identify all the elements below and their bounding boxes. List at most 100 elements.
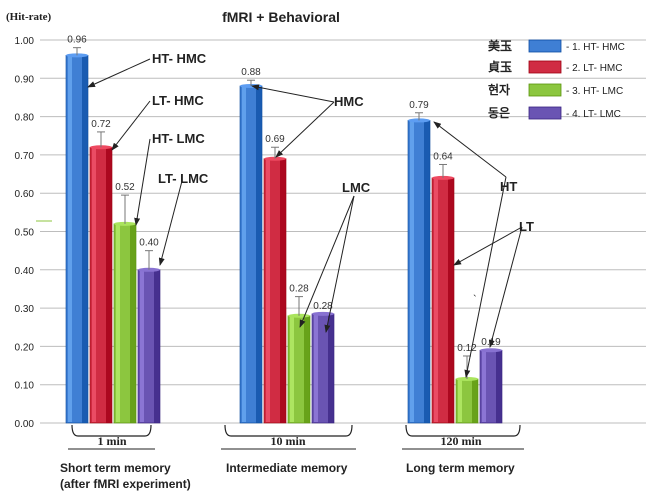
legend-prefix: 현자 xyxy=(488,82,510,97)
y-tick-label: 0.00 xyxy=(15,419,35,430)
annotation-arrow xyxy=(275,101,335,158)
annotation-ht-lmc: HT- LMC xyxy=(152,131,205,146)
annotation-ht: HT xyxy=(500,179,517,194)
data-label: 0.79 xyxy=(409,100,429,111)
y-tick-label: 0.20 xyxy=(15,342,35,353)
legend-prefix: 美玉 xyxy=(488,38,512,53)
bar-highlight xyxy=(92,148,96,423)
legend-swatch xyxy=(528,83,562,97)
bar-highlight xyxy=(410,121,414,423)
annotation-arrow xyxy=(464,176,507,378)
bar-shade xyxy=(280,158,286,424)
data-label: 0.12 xyxy=(457,343,477,354)
bar-highlight xyxy=(458,379,462,422)
bar-shade xyxy=(448,177,454,423)
bar-shade xyxy=(472,378,478,423)
y-tick-label: 0.40 xyxy=(15,266,35,277)
annotation-arrow xyxy=(111,100,151,151)
category-label: 1 min xyxy=(97,434,126,448)
y-tick-label: 0.30 xyxy=(15,304,35,315)
category-bracket xyxy=(405,424,521,437)
bar-highlight xyxy=(434,178,438,422)
bar-highlight xyxy=(116,224,120,422)
legend-label: - 1. HT- HMC xyxy=(566,42,625,53)
chart-title: fMRI + Behavioral xyxy=(222,9,340,25)
y-tick-label: 0.50 xyxy=(15,228,35,239)
bar-shade xyxy=(82,55,88,423)
data-label: 0.28 xyxy=(289,284,309,295)
category-label: 120 min xyxy=(440,434,481,448)
bar-shade xyxy=(154,269,160,423)
error-bars xyxy=(73,47,471,379)
data-label: 0.72 xyxy=(91,119,111,130)
legend-swatch xyxy=(528,39,562,53)
category-bracket xyxy=(71,424,152,437)
bar-highlight xyxy=(266,159,270,423)
value-labels: 0.96 0.88 0.79 0.72 0.69 0.64 0.52 0.28 0.12 0.40… xyxy=(67,35,501,354)
legend-label: - 4. LT- LMC xyxy=(566,109,621,120)
data-label: 0.40 xyxy=(139,238,159,249)
bar-shade xyxy=(130,223,136,423)
annotation-lt-lmc: LT- LMC xyxy=(158,171,209,186)
legend-prefix: 동은 xyxy=(488,106,510,120)
category-sublabel: Intermediate memory xyxy=(226,461,348,475)
category-sublabel: (after fMRI experiment) xyxy=(60,477,191,491)
data-label: 0.64 xyxy=(433,151,453,162)
category-labels: 1 min Short term memory (after fMRI experi… xyxy=(60,424,524,491)
annotation-ht-hmc: HT- HMC xyxy=(152,51,207,66)
annotation-arrow xyxy=(453,226,523,266)
y-tick-labels: 0.00 0.10 0.20 0.30 0.40 0.50 0.60 0.70 0.80 0.90… xyxy=(15,36,35,430)
category-sublabel: Long term memory xyxy=(406,461,515,475)
annotation-arrow xyxy=(87,58,151,88)
bar-highlight xyxy=(482,351,486,422)
bar-highlight xyxy=(68,56,72,422)
y-axis-label: (Hit-rate) xyxy=(6,11,52,23)
bar-shade xyxy=(106,147,112,424)
annotation-arrows xyxy=(87,58,523,378)
y-tick-label: 0.80 xyxy=(15,113,35,124)
bar-shade xyxy=(496,350,502,423)
legend-label: - 3. HT- LMC xyxy=(566,86,623,97)
bar-highlight xyxy=(242,86,246,423)
data-label: 0.96 xyxy=(67,35,87,46)
annotation-arrow xyxy=(488,226,523,348)
annotation-arrow xyxy=(251,84,335,103)
bars xyxy=(65,53,503,424)
annotation-arrow xyxy=(324,195,355,333)
y-tick-label: 1.00 xyxy=(15,36,35,47)
bar-highlight xyxy=(314,314,318,422)
annotation-hmc: HMC xyxy=(334,94,364,109)
legend-label: - 2. LT- HMC xyxy=(566,63,622,74)
y-tick-label: 0.90 xyxy=(15,74,35,85)
data-label: 0.88 xyxy=(241,67,261,78)
legend: 美玉 - 1. HT- HMC 貞玉 - 2. LT- HMC 현자 - 3. HT- L… xyxy=(488,38,625,120)
y-tick-label: 0.10 xyxy=(15,381,35,392)
annotation-lmc: LMC xyxy=(342,180,371,195)
bar-top xyxy=(480,348,502,353)
bar-shade xyxy=(328,313,334,423)
data-label: 0.69 xyxy=(265,134,285,145)
bar-shade xyxy=(424,120,430,424)
bar-shade xyxy=(256,85,262,424)
annotation-lt: LT xyxy=(519,219,534,234)
bar-shade xyxy=(304,315,310,423)
category-sublabel: Short term memory xyxy=(60,461,171,475)
bar-highlight xyxy=(140,270,144,422)
annotation-arrow xyxy=(433,121,507,178)
annotation-arrow xyxy=(134,138,151,226)
category-bracket xyxy=(224,424,353,437)
legend-swatch xyxy=(528,106,562,120)
annotation-arrow xyxy=(158,180,183,266)
category-label: 10 min xyxy=(270,434,305,448)
annotation-lt-hmc: LT- HMC xyxy=(152,93,204,108)
legend-swatch xyxy=(528,60,562,74)
annotation-tick-mark: ` xyxy=(473,294,477,306)
data-label: 0.28 xyxy=(313,301,333,312)
y-tick-label: 0.70 xyxy=(15,151,35,162)
legend-prefix: 貞玉 xyxy=(488,59,512,74)
data-label: 0.52 xyxy=(115,182,135,193)
annotation-arrow xyxy=(299,195,355,328)
bar-top xyxy=(312,311,334,316)
y-tick-label: 0.60 xyxy=(15,189,35,200)
